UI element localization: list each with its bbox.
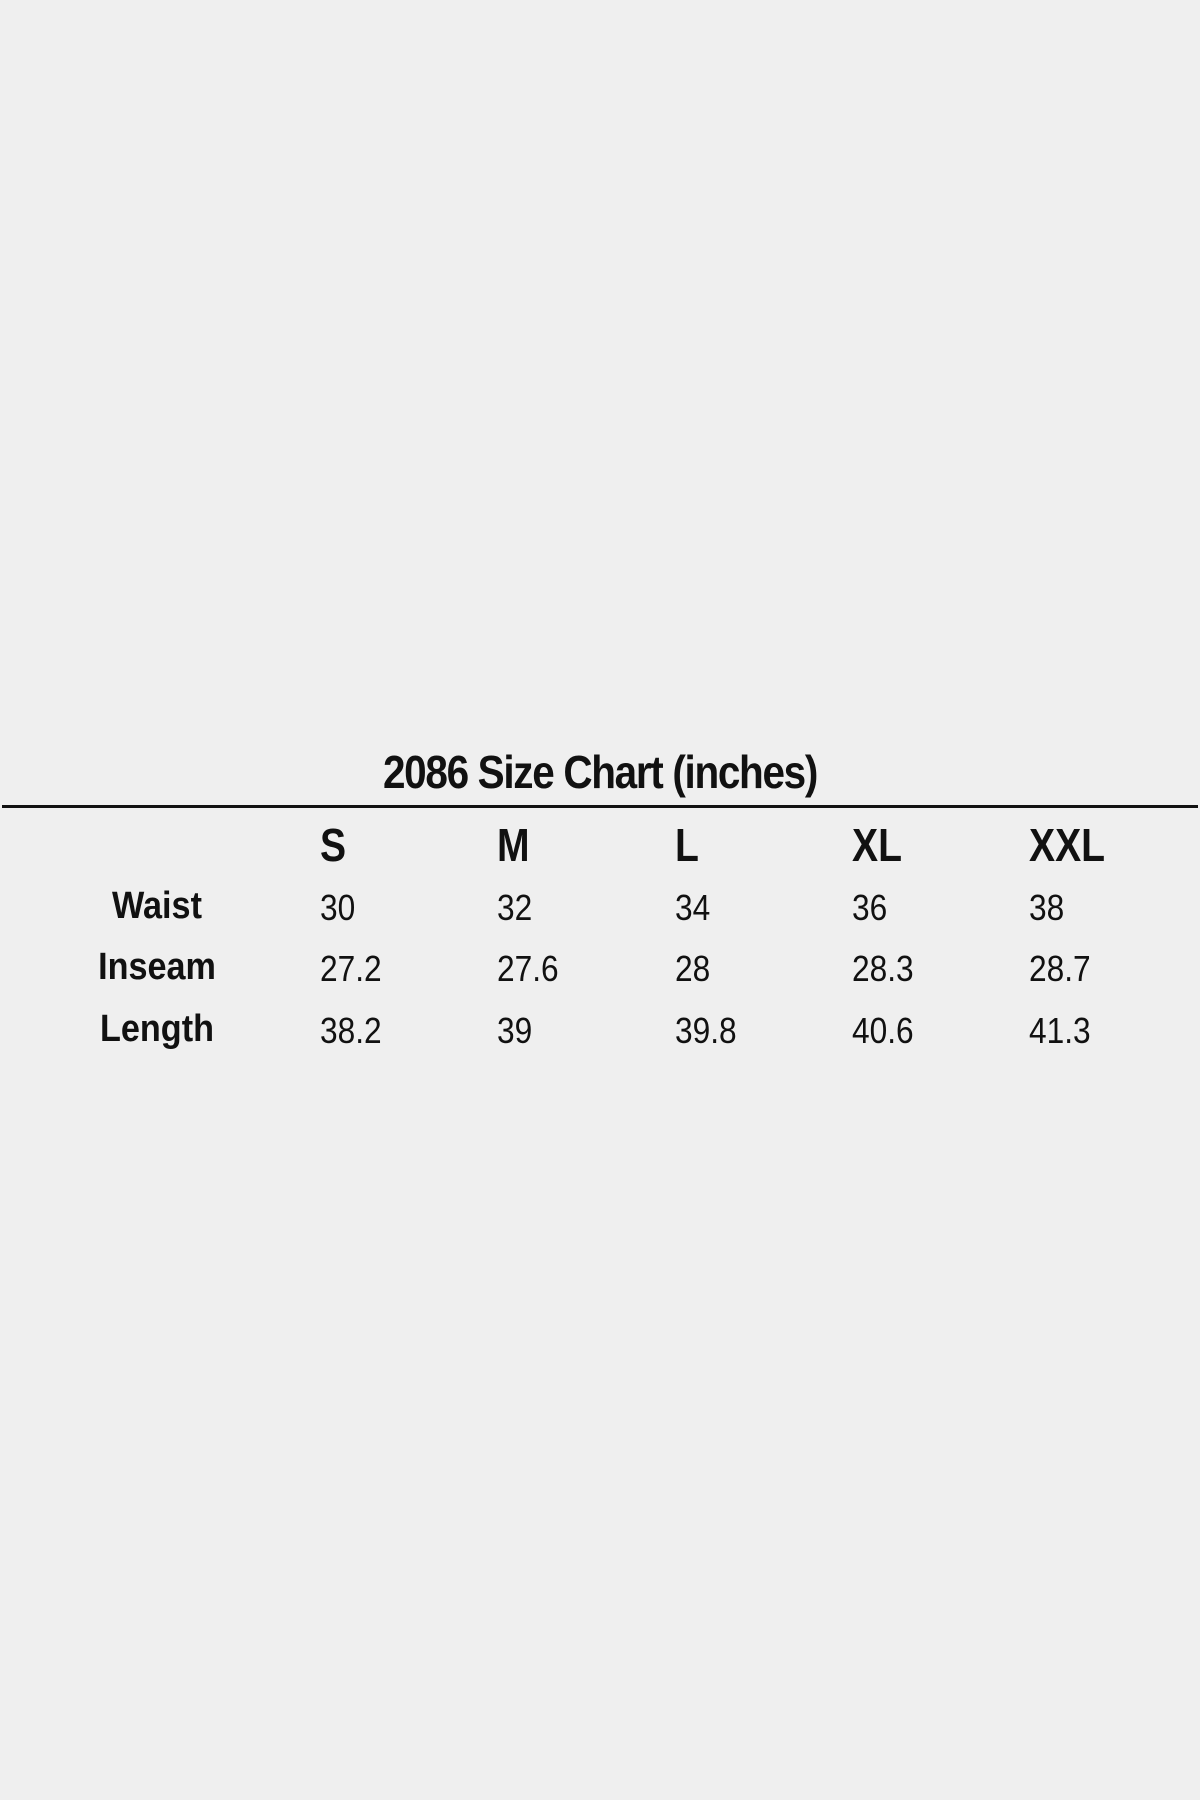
table-cell: 38.2 bbox=[320, 1010, 382, 1051]
table-cell: 28.3 bbox=[852, 948, 914, 989]
table-cell: 28 bbox=[675, 948, 711, 989]
table-cell: 38 bbox=[1029, 887, 1065, 928]
table-cell: 40.6 bbox=[852, 1010, 914, 1051]
page-title: 2086 Size Chart (inches) bbox=[382, 746, 818, 798]
table-cell: 34 bbox=[675, 887, 711, 928]
column-header-size: S bbox=[320, 819, 347, 871]
table-cell: 27.2 bbox=[320, 948, 382, 989]
table-cell: 28.7 bbox=[1029, 948, 1091, 989]
row-label: Length bbox=[100, 1008, 214, 1050]
table-cell: 32 bbox=[497, 887, 533, 928]
table-cell: 39 bbox=[497, 1010, 533, 1051]
divider bbox=[2, 805, 1198, 808]
column-header-size: XL bbox=[852, 819, 902, 871]
table-cell: 41.3 bbox=[1029, 1010, 1091, 1051]
row-label: Inseam bbox=[98, 946, 216, 988]
column-header-size: L bbox=[675, 819, 699, 871]
table-cell: 30 bbox=[320, 887, 356, 928]
column-header-size: XXL bbox=[1029, 819, 1106, 871]
row-label: Waist bbox=[112, 885, 202, 927]
column-header-size: M bbox=[497, 819, 530, 871]
table-cell: 36 bbox=[852, 887, 888, 928]
table-cell: 27.6 bbox=[497, 948, 559, 989]
table-cell: 39.8 bbox=[675, 1010, 737, 1051]
